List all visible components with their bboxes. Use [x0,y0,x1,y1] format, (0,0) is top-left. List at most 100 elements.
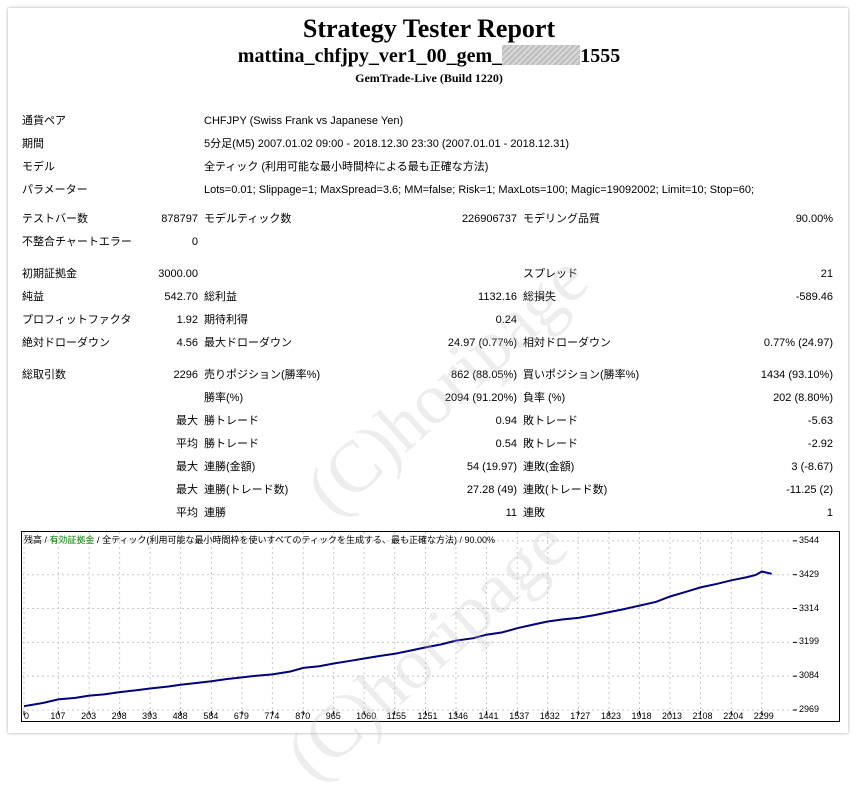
x-tick-label: 488 [172,711,188,721]
x-tick-label: 584 [203,711,219,721]
x-tick-label: 298 [111,711,127,721]
gross-loss-label: 総損失 [523,291,556,303]
cons-wins-money-value: 54 (19.97) [466,461,517,473]
largest-loss-label: 敗トレード [523,415,578,427]
cons-losses-money-value: 3 (-8.67) [791,461,833,473]
ticks-label: モデルティック数 [204,213,292,225]
deposit-value: 3000.00 [158,268,198,280]
gross-profit-label: 総利益 [204,291,237,303]
total-trades-label: 総取引数 [22,369,66,381]
model-value: 全ティック (利用可能な最小時間枠による最も正確な方法) [204,161,489,173]
x-tick-label: 1251 [417,711,438,721]
max-drawdown-value: 24.97 (0.77%) [447,337,517,349]
symbol-label: 通貨ペア [22,115,66,127]
average-win-value: 0.54 [495,438,517,450]
x-tick-label: 2013 [662,711,683,721]
x-tick-label: 965 [325,711,341,721]
cons-profit-value: 27.28 (49) [466,484,517,496]
cons-profit-label: 連勝(トレード数) [204,484,289,496]
avg-cons-losses-label: 連敗 [523,507,545,519]
avg-cons-losses-value: 1 [826,507,833,519]
x-tick-label: 1346 [447,711,468,721]
profit-trades-label: 勝率(%) [204,392,244,404]
spread-label: スプレッド [523,268,578,280]
chart-border [21,531,840,722]
quality-value: 90.00% [795,213,833,225]
x-tick-label: 107 [50,711,66,721]
mismatch-label: 不整合チャートエラー [22,236,132,248]
legend-balance: 残高 [24,535,43,545]
chart-legend: 残高 / 有効証拠金 / 全ティック(利用可能な最小時間枠を使いすべてのティック… [24,535,496,545]
x-tick-label: 2204 [723,711,744,721]
gross-profit-value: 1132.16 [478,291,517,303]
total-trades-value: 2296 [173,369,198,381]
profit-factor-label: プロフィットファクタ [22,314,132,326]
x-tick-label: 1060 [356,711,377,721]
ticks-value: 226906737 [461,213,517,225]
legend-quality: 90.00% [464,535,496,545]
max-drawdown-label: 最大ドローダウン [204,337,292,349]
expected-payoff-label: 期待利得 [204,314,248,326]
gross-loss-value: -589.46 [795,291,833,303]
cons-loss-value: -11.25 (2) [786,484,833,496]
short-positions-value: 862 (88.05%) [450,369,517,381]
long-positions-label: 買いポジション(勝率%) [523,369,640,381]
x-tick-label: 1537 [509,711,530,721]
y-tick-label: 3199 [799,636,820,647]
redacted-block [502,45,581,65]
y-tick-label: 3544 [799,534,820,545]
max-label-2: 最大 [176,461,198,473]
abs-drawdown-value: 4.56 [176,337,198,349]
x-tick-label: 2108 [692,711,713,721]
avg-cons-wins-value: 11 [505,507,517,519]
average-label: 平均 [176,438,198,450]
x-tick-label: 1918 [631,711,652,721]
quality-label: モデリング品質 [523,213,600,225]
cons-wins-money-label: 連勝(金額) [204,461,256,473]
loss-trades-label: 負率 (%) [523,392,566,404]
average-loss-value: -2.92 [807,438,833,450]
ea-name: mattina_chfjpy_ver1_00_gem_ 1555 [0,45,858,68]
x-tick-label: 1823 [601,711,622,721]
x-tick-label: 679 [233,711,249,721]
symbol-value: CHFJPY (Swiss Frank vs Japanese Yen) [204,115,404,127]
expected-payoff-value: 0.24 [495,314,517,326]
average-loss-label: 敗トレード [523,438,578,450]
profit-trades-value: 2094 (91.20%) [444,392,517,404]
average-label-2: 平均 [176,507,198,519]
x-tick-marks [23,711,763,715]
y-tick-label: 3429 [799,568,820,579]
cons-losses-money-label: 連敗(金額) [523,461,575,473]
net-profit-value: 542.70 [164,291,198,303]
largest-loss-value: -5.63 [807,415,833,427]
parameters-value: Lots=0.01; Slippage=1; MaxSpread=3.6; MM… [204,184,755,196]
x-tick-label: 393 [142,711,158,721]
server-build: GemTrade-Live (Build 1220) [355,71,503,85]
mismatch-value: 0 [191,236,198,248]
largest-win-label: 勝トレード [204,415,259,427]
bars-label: テストバー数 [22,213,88,225]
y-tick-label: 3084 [799,670,820,681]
ea-name-prefix: mattina_chfjpy_ver1_00_gem_ [237,45,503,67]
y-tick-marks [793,540,797,711]
legend-model: 全ティック(利用可能な最小時間枠を使いすべてのティックを生成する、最も正確な方法… [102,535,457,545]
legend-equity: 有効証拠金 [49,535,95,545]
x-tick-label: 2299 [753,711,774,721]
x-tick-label: 1727 [570,711,591,721]
net-profit-label: 純益 [22,291,44,303]
largest-label: 最大 [176,415,198,427]
max-label-3: 最大 [176,484,198,496]
x-tick-label: 203 [81,711,97,721]
cons-loss-label: 連敗(トレード数) [523,484,608,496]
x-tick-label: 1155 [386,711,407,721]
chart-grid [22,532,793,711]
bars-value: 878797 [161,213,198,225]
profit-factor-value: 1.92 [176,314,198,326]
y-tick-label: 3314 [799,602,820,613]
x-tick-label: 1632 [539,711,560,721]
long-positions-value: 1434 (93.10%) [760,369,833,381]
report-title: Strategy Tester Report [302,14,556,43]
spread-value: 21 [820,268,833,280]
parameters-label: パラメーター [22,184,88,196]
deposit-label: 初期証拠金 [22,268,77,280]
